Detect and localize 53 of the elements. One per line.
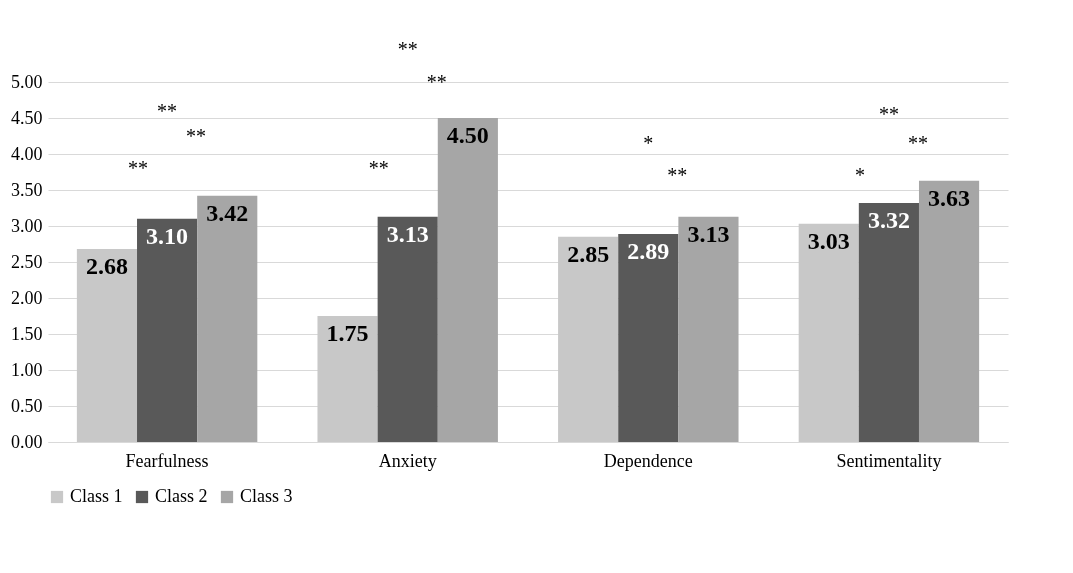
data-label: 2.85 bbox=[567, 240, 610, 267]
data-label: 3.03 bbox=[807, 227, 850, 254]
bar bbox=[197, 195, 258, 442]
y-tick-label: 0.00 bbox=[11, 431, 43, 452]
legend-label: Class 3 bbox=[240, 486, 293, 506]
annotation: ** bbox=[878, 103, 899, 125]
data-label: 3.13 bbox=[386, 220, 429, 247]
bar bbox=[76, 249, 138, 442]
annotation: ** bbox=[186, 125, 207, 147]
data-label: 3.13 bbox=[687, 220, 730, 247]
y-tick-label: 0.50 bbox=[11, 395, 43, 416]
text: ** bbox=[397, 38, 418, 60]
bar bbox=[858, 202, 919, 442]
bar bbox=[377, 216, 438, 442]
annotation: ** bbox=[157, 100, 178, 122]
bar bbox=[317, 316, 378, 442]
annotation: * bbox=[643, 132, 654, 154]
bar bbox=[137, 218, 198, 442]
annotation: ** bbox=[368, 157, 389, 179]
bar bbox=[437, 118, 498, 442]
x-tick-label: Sentimentality bbox=[836, 450, 942, 471]
y-tick-label: 2.50 bbox=[11, 251, 43, 272]
y-tick-label: 3.50 bbox=[11, 179, 43, 200]
annotation: ** bbox=[667, 164, 688, 186]
data-label: 3.10 bbox=[146, 222, 189, 249]
data-label: 1.75 bbox=[326, 320, 369, 346]
annotation: ** bbox=[128, 157, 149, 179]
annotation: * bbox=[854, 164, 865, 186]
bar bbox=[918, 180, 980, 442]
data-label: 2.89 bbox=[627, 237, 670, 264]
data-label: 2.68 bbox=[85, 253, 128, 280]
bar bbox=[678, 216, 739, 442]
y-tick-label: 1.00 bbox=[11, 359, 43, 380]
y-tick-label: 5.00 bbox=[11, 71, 43, 92]
y-tick-label: 2.00 bbox=[11, 287, 43, 308]
bar bbox=[798, 223, 859, 442]
bar bbox=[558, 236, 619, 442]
y-tick-label: 4.00 bbox=[11, 143, 43, 164]
y-tick-label: 1.50 bbox=[11, 323, 43, 344]
legend-label: Class 2 bbox=[155, 486, 208, 506]
data-label: 3.42 bbox=[206, 199, 249, 226]
x-tick-label: Anxiety bbox=[378, 450, 437, 471]
legend-label: Class 1 bbox=[70, 486, 123, 506]
x-tick-label: Fearfulness bbox=[125, 450, 209, 471]
y-tick-label: 4.50 bbox=[11, 107, 43, 128]
annotation: ** bbox=[426, 71, 447, 93]
annotation: ** bbox=[907, 132, 928, 154]
x-tick-label: Dependence bbox=[603, 450, 693, 471]
data-label: 3.63 bbox=[928, 184, 971, 211]
bar bbox=[618, 233, 679, 442]
y-tick-label: 3.00 bbox=[11, 215, 43, 236]
data-label: 3.32 bbox=[867, 206, 910, 233]
data-label: 4.50 bbox=[446, 122, 489, 148]
